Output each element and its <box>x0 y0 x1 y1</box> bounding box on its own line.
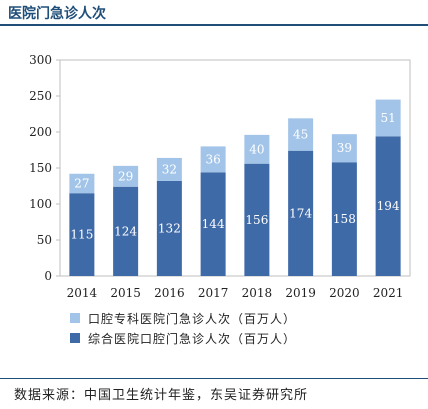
x-tick-label: 2015 <box>110 286 141 300</box>
x-tick-label: 2021 <box>373 286 404 300</box>
bar-value-label: 29 <box>118 169 133 183</box>
bar-oral-specialty <box>156 157 182 181</box>
bar-general-hospital <box>331 162 357 276</box>
bar-value-label: 132 <box>158 221 181 235</box>
y-axis: 0 50 100 150 200 250 300 <box>29 53 60 283</box>
bar-general-hospital <box>156 180 182 276</box>
bar-oral-specialty <box>69 173 95 194</box>
bar-value-label: 156 <box>245 213 268 227</box>
bar-value-label: 51 <box>380 111 395 125</box>
bar-value-label: 27 <box>74 176 89 190</box>
bar-general-hospital <box>288 150 314 276</box>
bar-value-label: 39 <box>337 141 352 155</box>
bar-value-label: 174 <box>289 206 312 220</box>
y-tick-label: 0 <box>44 269 52 283</box>
bar-value-label: 124 <box>114 224 137 238</box>
x-tick-label: 2014 <box>67 286 98 300</box>
y-tick-label: 100 <box>29 197 52 211</box>
x-tick-label: 2019 <box>285 286 316 300</box>
bar-value-label: 40 <box>249 142 264 156</box>
x-axis: 2014 2015 2016 2017 2018 2019 2020 2021 <box>67 286 404 300</box>
title-divider <box>0 24 428 26</box>
bar-oral-specialty <box>244 134 270 164</box>
bar-value-label: 194 <box>377 199 400 213</box>
chart-title: 医院门急诊人次 <box>8 6 106 22</box>
bar-value-label: 32 <box>162 162 177 176</box>
y-tick-label: 300 <box>29 53 52 67</box>
x-tick-label: 2016 <box>154 286 185 300</box>
plot-frame <box>59 59 411 277</box>
legend: 口腔专科医院门急诊人次（百万人） 综合医院口腔门急诊人次（百万人） <box>70 311 296 346</box>
bar-oral-specialty <box>331 134 357 163</box>
bar-general-hospital <box>69 193 95 276</box>
bar-oral-specialty <box>375 99 401 137</box>
source-divider <box>0 378 428 379</box>
legend-label-oral-specialty: 口腔专科医院门急诊人次（百万人） <box>88 311 296 326</box>
bar-general-hospital <box>244 163 270 276</box>
legend-label-general-hospital: 综合医院口腔门急诊人次（百万人） <box>88 331 296 346</box>
y-tick-label: 200 <box>29 125 52 139</box>
bar-value-label: 36 <box>205 152 220 166</box>
bars: 115 27 124 29 132 32 144 36 156 40 174 45 158 39 194 51 <box>69 99 401 276</box>
y-tick-label: 250 <box>29 89 52 103</box>
x-tick-label: 2018 <box>242 286 273 300</box>
bar-general-hospital <box>200 172 226 276</box>
y-tick-label: 50 <box>37 233 52 247</box>
legend-swatch-oral-specialty <box>70 313 80 323</box>
source-note: 数据来源：中国卫生统计年鉴，东吴证券研究所 <box>14 388 309 403</box>
bar-value-label: 45 <box>293 128 308 142</box>
y-tick-label: 150 <box>29 161 52 175</box>
x-tick-label: 2017 <box>198 286 229 300</box>
bar-oral-specialty <box>200 146 226 173</box>
legend-swatch-general-hospital <box>70 333 80 343</box>
bar-value-label: 158 <box>333 212 356 226</box>
bar-value-label: 144 <box>202 217 225 231</box>
bar-oral-specialty <box>113 165 139 187</box>
bar-general-hospital <box>113 186 139 276</box>
x-tick-label: 2020 <box>329 286 360 300</box>
bar-oral-specialty <box>288 118 314 151</box>
bar-general-hospital <box>375 136 401 276</box>
bar-value-label: 115 <box>70 228 93 242</box>
